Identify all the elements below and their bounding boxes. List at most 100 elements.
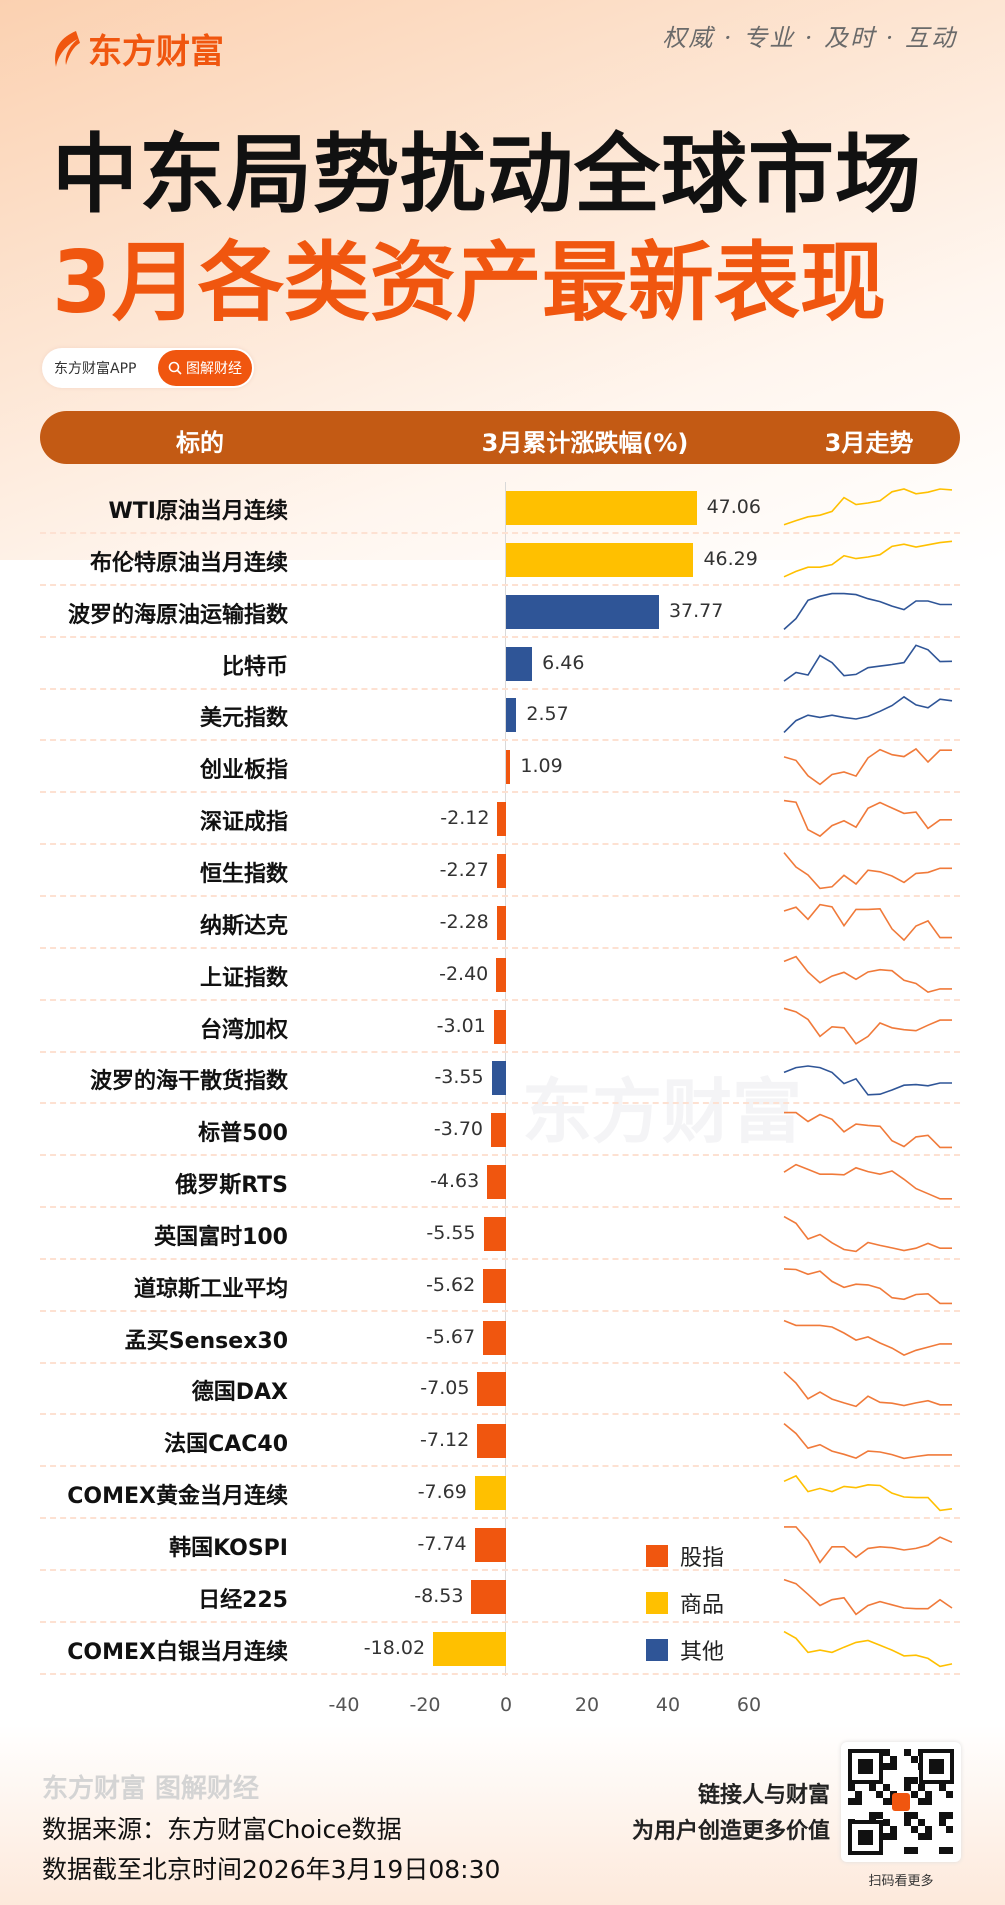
- bar: [506, 698, 517, 733]
- table-row: 道琼斯工业平均 -5.62: [40, 1260, 960, 1312]
- bar: [491, 1061, 506, 1096]
- value-label: -3.01: [436, 1014, 486, 1037]
- bar: [493, 1009, 506, 1044]
- sparkline: [783, 540, 953, 578]
- asset-name: 德国DAX: [191, 1380, 288, 1406]
- sparkline: [783, 488, 953, 526]
- asset-name: COMEX白银当月连续: [67, 1639, 288, 1665]
- asset-name: 台湾加权: [199, 1017, 288, 1043]
- bar: [491, 1113, 506, 1148]
- bar: [483, 1320, 506, 1355]
- value-label: -4.63: [430, 1170, 480, 1193]
- value-label: 37.77: [668, 599, 724, 622]
- bar: [496, 957, 506, 992]
- asset-name: WTI原油当月连续: [108, 499, 288, 524]
- bar: [496, 905, 506, 940]
- sparkline: [783, 1319, 952, 1356]
- table-row: WTI原油当月连续 47.06: [40, 482, 960, 534]
- bar: [474, 1528, 506, 1562]
- asset-name: COMEX黄金当月连续: [67, 1484, 288, 1510]
- table-row: 英国富时100 -5.55: [40, 1208, 960, 1260]
- sparkline: [783, 799, 952, 838]
- bar: [483, 1268, 506, 1303]
- bar: [506, 646, 533, 681]
- sparkline: [783, 1215, 952, 1253]
- asset-name: 比特币: [221, 654, 288, 680]
- asset-name: 纳斯达克: [199, 913, 288, 939]
- brand-name: 东方财富: [88, 32, 224, 72]
- x-tick-label: 0: [499, 1694, 513, 1716]
- value-label: 2.57: [526, 703, 569, 726]
- bar: [483, 1216, 506, 1251]
- table-row: 上证指数 -2.40: [40, 949, 960, 1001]
- legend-swatch: [646, 1545, 668, 1567]
- asset-name: 波罗的海原油运输指数: [67, 602, 288, 628]
- bar: [433, 1631, 506, 1666]
- qr-code[interactable]: [841, 1742, 961, 1862]
- sparkline: [783, 643, 953, 682]
- bar: [477, 1424, 506, 1459]
- asset-name: 日经225: [198, 1587, 288, 1613]
- table-row: 比特币 6.46: [40, 638, 960, 690]
- legend-item: 股指: [646, 1540, 724, 1572]
- value-label: -3.55: [434, 1066, 484, 1089]
- legend-label: 商品: [680, 1593, 725, 1618]
- asset-name: 创业板指: [199, 758, 288, 784]
- asset-name: 美元指数: [199, 706, 288, 732]
- asset-name: 标普500: [198, 1121, 288, 1147]
- value-label: -5.62: [426, 1273, 476, 1296]
- legend-label: 其他: [680, 1640, 725, 1665]
- legend-item: 商品: [646, 1587, 724, 1619]
- app-name: 东方财富APP: [54, 361, 137, 377]
- value-label: -8.53: [414, 1584, 464, 1607]
- asset-name: 恒生指数: [199, 861, 288, 887]
- sparkline: [784, 1526, 953, 1564]
- sparkline: [783, 1163, 952, 1200]
- table-row: 俄罗斯RTS -4.63: [40, 1156, 960, 1209]
- tagline-1: 链接人与财富: [697, 1783, 830, 1808]
- value-label: -2.28: [439, 910, 489, 933]
- sparkline: [783, 1007, 952, 1045]
- data-timestamp: 数据截至北京时间2026年3月19日08:30: [42, 1855, 501, 1884]
- value-label: 46.29: [703, 547, 758, 570]
- bar: [496, 853, 506, 888]
- x-tick-label: 40: [655, 1694, 681, 1716]
- asset-name: 道琼斯工业平均: [133, 1276, 288, 1302]
- table-row: COMEX黄金当月连续 -7.69: [40, 1467, 960, 1520]
- search-pill[interactable]: 图解财经: [158, 350, 252, 386]
- x-tick-label: 60: [736, 1694, 762, 1716]
- x-tick-label: -20: [409, 1694, 441, 1716]
- asset-name: 孟买Sensex30: [124, 1328, 288, 1354]
- value-label: -3.70: [433, 1118, 484, 1141]
- value-label: -7.05: [420, 1377, 470, 1400]
- footer-background: [0, 1725, 1005, 1905]
- qr-caption: 扫码看更多: [868, 1874, 934, 1889]
- bar: [506, 594, 659, 629]
- bar: [477, 1372, 506, 1407]
- sparkline: [783, 1630, 953, 1667]
- page-title: 中东局势扰动全球市场: [52, 125, 922, 225]
- sparkline: [783, 1371, 952, 1408]
- header-col-trend: 3月走势: [824, 429, 914, 457]
- value-label: -2.12: [440, 807, 490, 830]
- app-badge[interactable]: 东方财富APP 图解财经: [42, 348, 254, 388]
- value-label: -5.55: [426, 1221, 476, 1244]
- table-row: 美元指数 2.57: [40, 689, 960, 742]
- sparkline: [783, 955, 952, 993]
- value-label: -7.74: [417, 1533, 467, 1555]
- value-label: -18.02: [363, 1636, 426, 1659]
- asset-name: 英国富时100: [154, 1224, 288, 1250]
- value-label: 6.46: [542, 651, 585, 674]
- header-background: [0, 0, 1005, 560]
- legend-label: 股指: [680, 1546, 725, 1571]
- footer-watermark: 东方财富 图解财经: [42, 1774, 260, 1804]
- value-label: 47.06: [706, 496, 761, 518]
- sparkline: [783, 1475, 953, 1512]
- table-row: 德国DAX -7.05: [40, 1363, 960, 1416]
- bar: [471, 1579, 506, 1614]
- legend-swatch: [646, 1639, 668, 1661]
- table-row: 法国CAC40 -7.12: [40, 1415, 960, 1468]
- table-row: 标普500 -3.70: [40, 1104, 960, 1157]
- value-label: -7.12: [420, 1429, 470, 1452]
- x-tick-label: 20: [574, 1694, 600, 1716]
